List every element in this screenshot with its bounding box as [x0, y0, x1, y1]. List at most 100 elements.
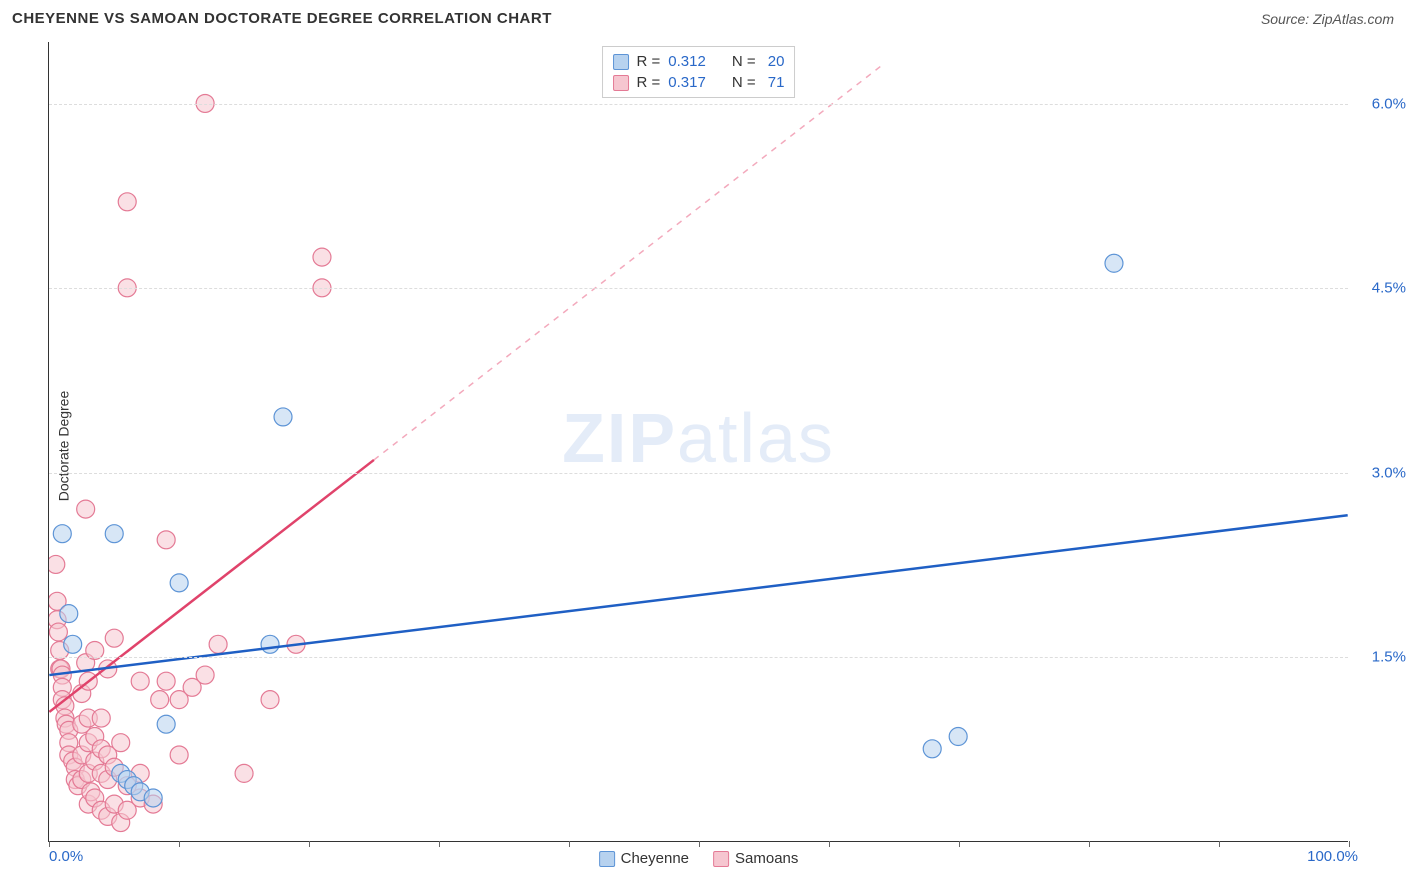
data-point [949, 728, 967, 746]
n-value: 20 [764, 53, 785, 70]
gridline [49, 657, 1348, 658]
data-point [60, 734, 78, 752]
data-point [73, 746, 91, 764]
y-tick-label: 4.5% [1372, 280, 1406, 297]
data-point [157, 715, 175, 733]
data-point [92, 709, 110, 727]
data-point [79, 764, 97, 782]
data-point [86, 728, 104, 746]
chart-header: CHEYENNE VS SAMOAN DOCTORATE DEGREE CORR… [12, 10, 1394, 27]
x-tick [699, 841, 700, 847]
x-tick [829, 841, 830, 847]
data-point [118, 193, 136, 211]
data-point [313, 248, 331, 266]
data-point [157, 672, 175, 690]
data-point [66, 771, 84, 789]
data-point [209, 635, 227, 653]
legend-stat-row: R = 0.317 N = 71 [613, 72, 785, 93]
data-point [144, 795, 162, 813]
watermark-bold: ZIP [562, 399, 677, 477]
data-point [53, 678, 71, 696]
data-point [49, 623, 67, 641]
x-tick [959, 841, 960, 847]
legend-item: Samoans [713, 850, 798, 867]
n-label: N = [732, 53, 756, 70]
data-point [131, 789, 149, 807]
data-point [235, 764, 253, 782]
legend-swatch [713, 851, 729, 867]
data-point [73, 715, 91, 733]
data-point [82, 783, 100, 801]
data-point [118, 801, 136, 819]
legend-series: Cheyenne Samoans [599, 850, 799, 867]
gridline [49, 104, 1348, 105]
data-point [66, 758, 84, 776]
data-point [79, 795, 97, 813]
x-tick [1219, 841, 1220, 847]
data-point [105, 525, 123, 543]
data-point [92, 801, 110, 819]
data-point [64, 752, 82, 770]
data-point [60, 721, 78, 739]
data-point [923, 740, 941, 758]
y-tick-label: 6.0% [1372, 95, 1406, 112]
data-point [77, 500, 95, 518]
data-point [52, 660, 70, 678]
data-point [105, 795, 123, 813]
data-point [99, 746, 117, 764]
x-tick [439, 841, 440, 847]
x-axis-min-label: 0.0% [49, 848, 83, 865]
data-point [105, 758, 123, 776]
legend-label: Cheyenne [621, 850, 689, 867]
chart-title: CHEYENNE VS SAMOAN DOCTORATE DEGREE CORR… [12, 10, 552, 27]
data-point [49, 611, 66, 629]
data-point [131, 672, 149, 690]
y-tick-label: 1.5% [1372, 649, 1406, 666]
trendline-dashed [374, 67, 880, 460]
data-point [57, 715, 75, 733]
chart-source: Source: ZipAtlas.com [1261, 11, 1394, 27]
data-point [69, 777, 87, 795]
x-tick [569, 841, 570, 847]
data-point [49, 592, 66, 610]
gridline [49, 288, 1348, 289]
gridline [49, 473, 1348, 474]
data-point [112, 734, 130, 752]
watermark-light: atlas [677, 399, 835, 477]
x-axis-max-label: 100.0% [1307, 848, 1358, 865]
data-point [125, 777, 143, 795]
legend-stats: R = 0.312 N = 20 R = 0.317 N = 71 [602, 46, 796, 98]
data-point [118, 777, 136, 795]
r-value: 0.312 [668, 53, 706, 70]
n-label: N = [732, 74, 756, 91]
r-label: R = [637, 53, 661, 70]
data-point [79, 734, 97, 752]
data-point [287, 635, 305, 653]
data-point [261, 635, 279, 653]
legend-stat-row: R = 0.312 N = 20 [613, 51, 785, 72]
data-point [49, 555, 65, 573]
legend-swatch [599, 851, 615, 867]
data-point [196, 666, 214, 684]
data-point [73, 685, 91, 703]
data-point [51, 660, 69, 678]
n-value: 71 [764, 74, 785, 91]
data-point [112, 764, 130, 782]
data-point [56, 697, 74, 715]
data-point [183, 678, 201, 696]
data-point [60, 605, 78, 623]
data-point [170, 574, 188, 592]
data-point [118, 771, 136, 789]
chart-svg [49, 42, 1348, 841]
x-tick [179, 841, 180, 847]
y-tick-label: 3.0% [1372, 464, 1406, 481]
trendline-cheyenne [49, 515, 1347, 675]
data-point [170, 746, 188, 764]
legend-swatch [613, 54, 629, 70]
data-point [131, 783, 149, 801]
data-point [79, 709, 97, 727]
data-point [131, 764, 149, 782]
data-point [157, 531, 175, 549]
data-point [73, 771, 91, 789]
data-point [86, 752, 104, 770]
